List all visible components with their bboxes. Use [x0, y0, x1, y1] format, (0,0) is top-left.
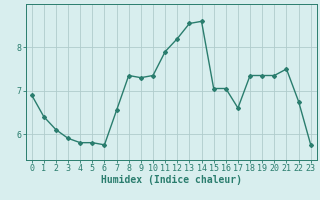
- X-axis label: Humidex (Indice chaleur): Humidex (Indice chaleur): [101, 175, 242, 185]
